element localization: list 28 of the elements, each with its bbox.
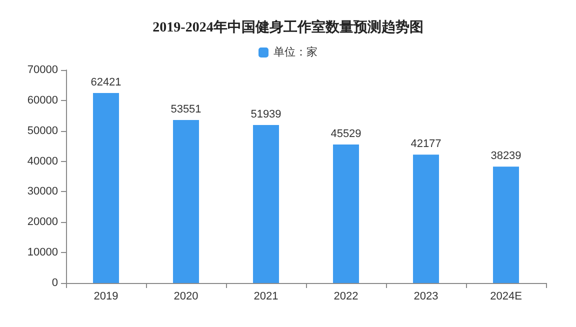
y-tick-label: 50000 bbox=[27, 124, 58, 137]
x-tick-label: 2024E bbox=[490, 290, 522, 302]
data-label: 62421 bbox=[90, 76, 122, 89]
data-label: 42177 bbox=[410, 138, 442, 150]
y-tick-label: 70000 bbox=[27, 64, 58, 76]
x-tick-label: 2020 bbox=[174, 290, 198, 302]
x-tick-label: 2022 bbox=[334, 290, 358, 302]
bar bbox=[413, 154, 439, 283]
y-tick-label: 0 bbox=[52, 277, 58, 289]
bar bbox=[253, 124, 279, 283]
y-tick-label: 40000 bbox=[27, 155, 58, 168]
bar bbox=[93, 93, 119, 283]
y-tick-label: 30000 bbox=[27, 186, 58, 198]
bar bbox=[173, 120, 199, 283]
y-tick-label: 20000 bbox=[27, 216, 58, 228]
bar bbox=[493, 166, 519, 283]
y-tick-label: 10000 bbox=[27, 246, 58, 259]
x-tick-label: 2021 bbox=[254, 290, 278, 302]
bar bbox=[333, 144, 359, 283]
data-label: 38239 bbox=[490, 150, 522, 162]
x-tick-label: 2023 bbox=[414, 290, 438, 302]
legend-label: 单位：家 bbox=[274, 46, 318, 58]
data-label: 51939 bbox=[250, 108, 282, 120]
chart-title: 2019-2024年中国健身工作室数量预测趋势图 bbox=[152, 18, 424, 36]
y-tick-label: 60000 bbox=[27, 94, 58, 106]
data-label: 53551 bbox=[170, 104, 202, 116]
data-label: 45529 bbox=[330, 128, 362, 140]
x-tick-label: 2019 bbox=[94, 290, 118, 302]
